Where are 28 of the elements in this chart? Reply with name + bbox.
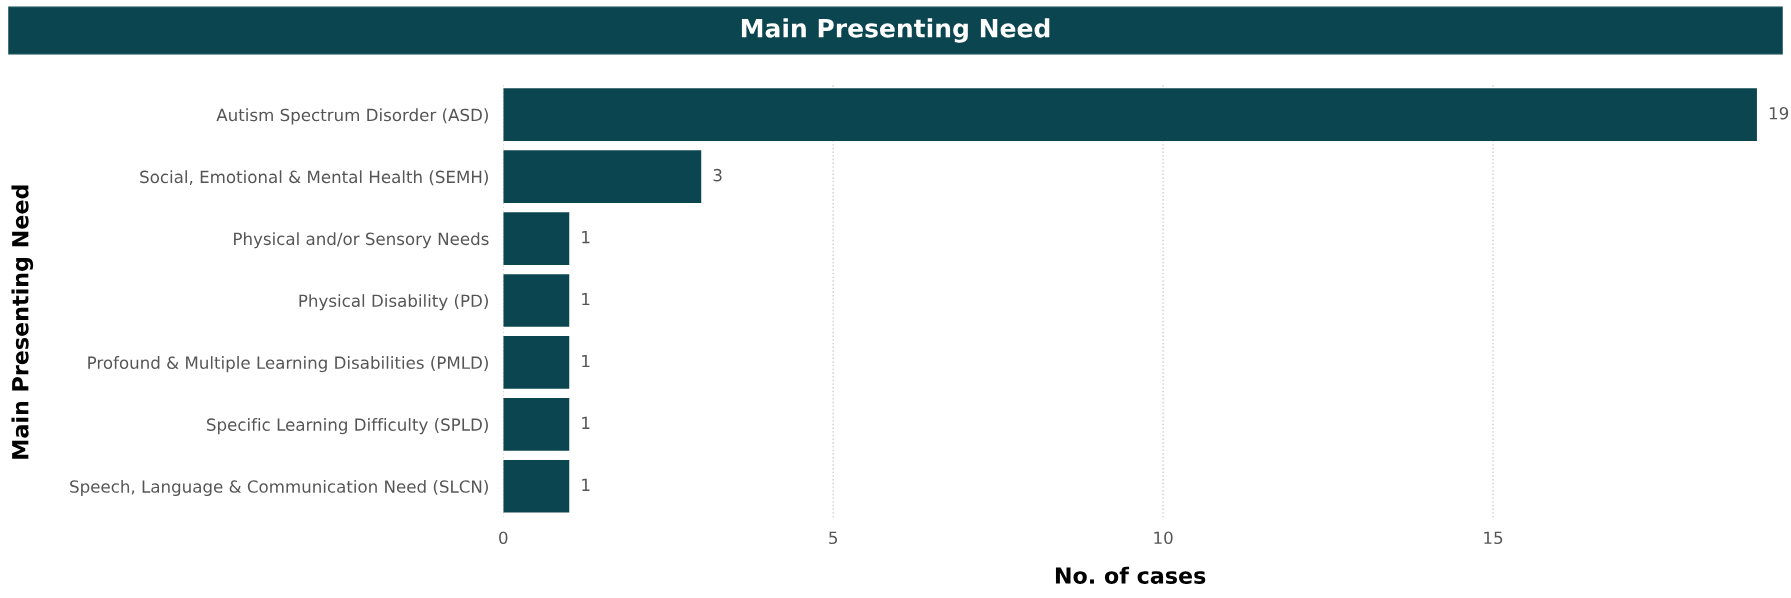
- y-tick-label: Physical and/or Sensory Needs: [234, 232, 489, 249]
- data-label: 1: [582, 416, 590, 429]
- data-label: 1: [582, 292, 590, 306]
- bar: [503, 459, 570, 513]
- y-tick-label: Social, Emotional & Mental Health (SEMH): [140, 170, 488, 186]
- data-label: 1: [582, 478, 590, 491]
- y-axis-title: Main Presenting Need: [11, 185, 34, 459]
- bar: [503, 274, 570, 327]
- bar: [503, 398, 570, 451]
- bar: [503, 212, 570, 265]
- x-tick-label: 10: [1154, 531, 1173, 545]
- y-tick-label: Autism Spectrum Disorder (ASD): [216, 108, 488, 125]
- x-tick-label: 5: [829, 531, 838, 545]
- y-tick-label: Profound & Multiple Learning Disabilities (PMLD): [88, 356, 488, 373]
- data-label: 1: [582, 354, 590, 368]
- data-label: 1: [582, 231, 590, 244]
- y-tick-label: Specific Learning Difficulty (SPLD): [207, 418, 488, 435]
- y-tick-label: Speech, Language & Communication Need (SLCN): [70, 479, 488, 497]
- y-tick-label: Physical Disability (PD): [299, 294, 488, 311]
- data-label: 3: [713, 168, 722, 182]
- bar: [503, 150, 702, 203]
- x-axis-title: No. of cases: [1055, 566, 1206, 584]
- data-label: 19: [1769, 106, 1789, 120]
- bar: [503, 336, 570, 389]
- bar: [503, 88, 1757, 142]
- chart-title: Main Presenting Need: [741, 18, 1050, 43]
- x-tick-label: 15: [1484, 531, 1503, 545]
- x-tick-label: 0: [499, 531, 508, 545]
